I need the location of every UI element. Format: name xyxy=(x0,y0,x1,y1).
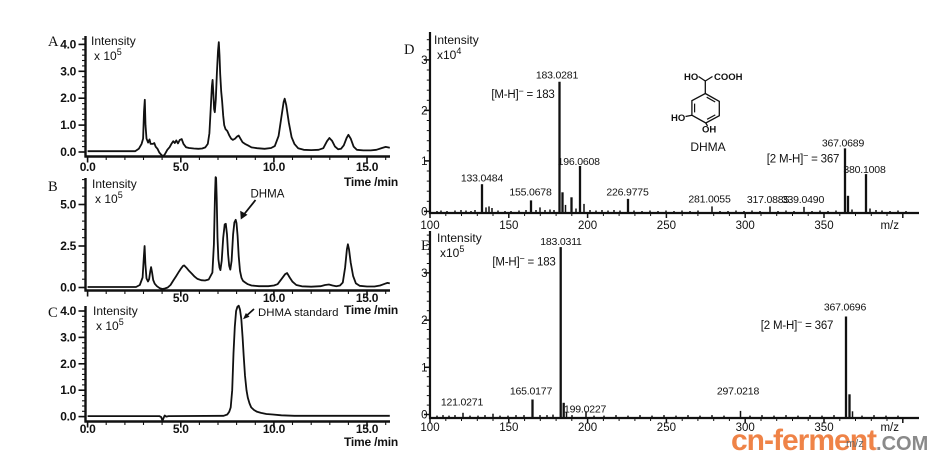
svg-text:2.0: 2.0 xyxy=(60,357,76,371)
svg-text:226.9775: 226.9775 xyxy=(606,187,649,199)
svg-text:m/z: m/z xyxy=(880,422,899,434)
svg-text:155.0678: 155.0678 xyxy=(509,187,552,199)
svg-text:10.0: 10.0 xyxy=(263,160,286,174)
svg-text:A: A xyxy=(48,34,59,50)
svg-text:1.0: 1.0 xyxy=(60,118,76,132)
svg-text:367.0689: 367.0689 xyxy=(822,138,865,150)
svg-text:2: 2 xyxy=(421,315,427,327)
svg-text:350: 350 xyxy=(814,220,833,232)
svg-text:0.0: 0.0 xyxy=(60,145,76,159)
svg-text:x105: x105 xyxy=(440,244,464,260)
svg-text:D: D xyxy=(404,42,414,58)
svg-text:250: 250 xyxy=(657,220,676,232)
svg-text:3: 3 xyxy=(421,55,427,67)
svg-text:0.0: 0.0 xyxy=(60,281,76,295)
svg-text:300: 300 xyxy=(736,220,755,232)
svg-text:5.0: 5.0 xyxy=(173,160,189,174)
svg-text:COOH: COOH xyxy=(714,72,743,83)
svg-text:E: E xyxy=(421,238,430,254)
svg-text:250: 250 xyxy=(657,422,676,434)
svg-text:m/z: m/z xyxy=(880,220,899,232)
svg-text:[2 M-H]− = 367: [2 M-H]− = 367 xyxy=(767,151,839,166)
svg-text:x104: x104 xyxy=(437,46,461,62)
svg-text:200: 200 xyxy=(578,422,597,434)
svg-text:150: 150 xyxy=(499,220,518,232)
svg-text:2.0: 2.0 xyxy=(60,91,76,105)
svg-text:x 105: x 105 xyxy=(95,190,123,206)
svg-text:B: B xyxy=(48,179,58,195)
svg-text:15.0: 15.0 xyxy=(356,422,379,436)
svg-text:133.0484: 133.0484 xyxy=(461,173,504,185)
svg-text:15.0: 15.0 xyxy=(356,291,379,305)
svg-text:10.0: 10.0 xyxy=(263,291,286,305)
svg-text:300: 300 xyxy=(736,422,755,434)
svg-text:[2 M-H]− = 367: [2 M-H]− = 367 xyxy=(761,317,833,332)
svg-text:10.0: 10.0 xyxy=(263,422,286,436)
svg-text:0.0: 0.0 xyxy=(80,422,96,436)
svg-text:Time /min: Time /min xyxy=(344,435,398,449)
svg-text:Intensity: Intensity xyxy=(91,34,136,48)
svg-text:3.0: 3.0 xyxy=(60,330,76,344)
svg-text:3: 3 xyxy=(421,268,427,280)
svg-text:C: C xyxy=(48,305,58,321)
svg-text:200: 200 xyxy=(578,220,597,232)
svg-text:0.0: 0.0 xyxy=(80,160,96,174)
svg-text:0: 0 xyxy=(421,410,427,422)
svg-text:339.0490: 339.0490 xyxy=(782,194,825,206)
svg-text:100: 100 xyxy=(420,422,439,434)
svg-text:x 105: x 105 xyxy=(96,317,124,333)
svg-text:199.0227: 199.0227 xyxy=(564,404,607,416)
svg-text:[M-H]− = 183: [M-H]− = 183 xyxy=(492,254,555,269)
svg-text:183.0281: 183.0281 xyxy=(536,70,579,82)
svg-text:165.0177: 165.0177 xyxy=(510,386,553,398)
svg-text:367.0696: 367.0696 xyxy=(824,302,867,314)
svg-text:1: 1 xyxy=(421,362,427,374)
svg-text:183.0311: 183.0311 xyxy=(540,236,582,248)
svg-text:0: 0 xyxy=(421,206,427,218)
svg-text:380.1008: 380.1008 xyxy=(843,164,886,176)
svg-text:HO: HO xyxy=(684,72,698,83)
svg-text:DHMA: DHMA xyxy=(251,189,285,201)
svg-text:x 105: x 105 xyxy=(94,47,122,63)
svg-text:297.0218: 297.0218 xyxy=(717,386,760,398)
svg-text:3.0: 3.0 xyxy=(60,64,76,78)
svg-text:DHMA: DHMA xyxy=(690,140,725,154)
svg-text:121.0271: 121.0271 xyxy=(441,397,484,409)
svg-text:196.0608: 196.0608 xyxy=(558,156,601,168)
svg-text:1.0: 1.0 xyxy=(60,383,76,397)
svg-text:150: 150 xyxy=(499,422,518,434)
svg-text:DHMA standard: DHMA standard xyxy=(258,307,338,319)
svg-text:Time /min: Time /min xyxy=(344,303,398,317)
svg-text:HO: HO xyxy=(671,113,685,124)
svg-text:5.0: 5.0 xyxy=(173,291,189,305)
svg-text:4.0: 4.0 xyxy=(60,37,76,51)
svg-text:0.0: 0.0 xyxy=(60,410,76,424)
svg-text:4.0: 4.0 xyxy=(60,304,76,318)
svg-text:OH: OH xyxy=(702,125,716,136)
svg-text:15.0: 15.0 xyxy=(356,160,379,174)
svg-text:100: 100 xyxy=(420,220,439,232)
svg-text:1: 1 xyxy=(421,156,427,168)
svg-text:[M-H]− = 183: [M-H]− = 183 xyxy=(491,86,554,101)
svg-text:Intensity: Intensity xyxy=(92,177,137,191)
svg-text:Intensity: Intensity xyxy=(434,33,479,47)
svg-text:350: 350 xyxy=(814,422,833,434)
svg-text:2.5: 2.5 xyxy=(60,239,76,253)
svg-text:5.0: 5.0 xyxy=(60,198,76,212)
svg-text:Time /min: Time /min xyxy=(344,175,398,189)
svg-text:317.0885: 317.0885 xyxy=(747,194,790,206)
svg-text:2: 2 xyxy=(421,105,427,117)
svg-text:281.0055: 281.0055 xyxy=(688,194,731,206)
svg-text:5.0: 5.0 xyxy=(173,422,189,436)
svg-text:Intensity: Intensity xyxy=(437,231,482,245)
svg-text:Intensity: Intensity xyxy=(93,304,138,318)
